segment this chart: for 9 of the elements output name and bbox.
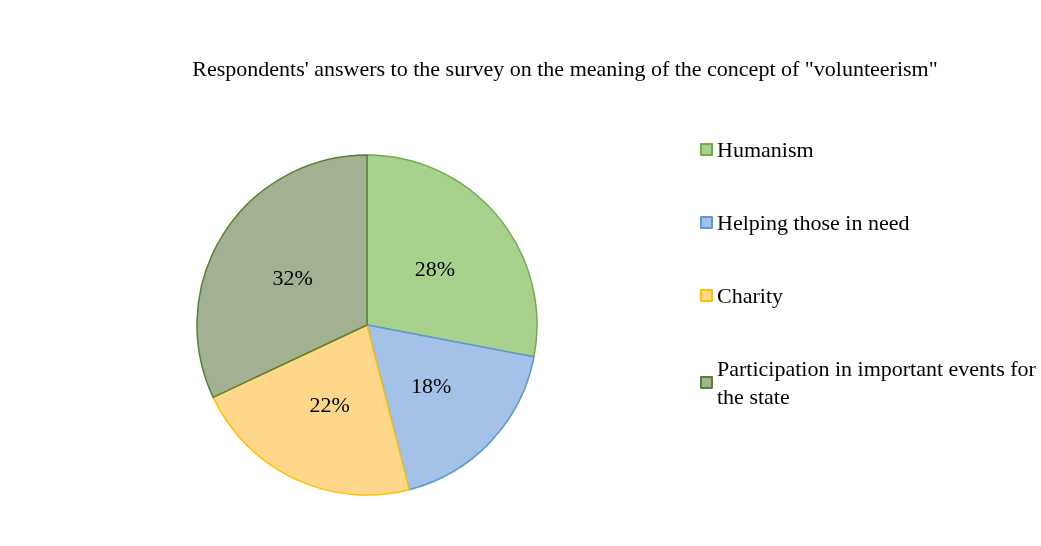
data-label: 18% <box>410 372 452 398</box>
legend-label: Humanism <box>717 137 814 162</box>
legend-label: Helping those in need <box>717 210 910 235</box>
legend-label: Charity <box>717 283 783 308</box>
data-label: 22% <box>309 392 350 418</box>
data-label: 32% <box>272 265 313 291</box>
chart-title: Respondents' answers to the survey on the meaning of the concept of "volunteerism" <box>192 55 938 81</box>
legend-label: Participation in important events for the state <box>717 356 1041 409</box>
data-label: 28% <box>414 256 455 282</box>
